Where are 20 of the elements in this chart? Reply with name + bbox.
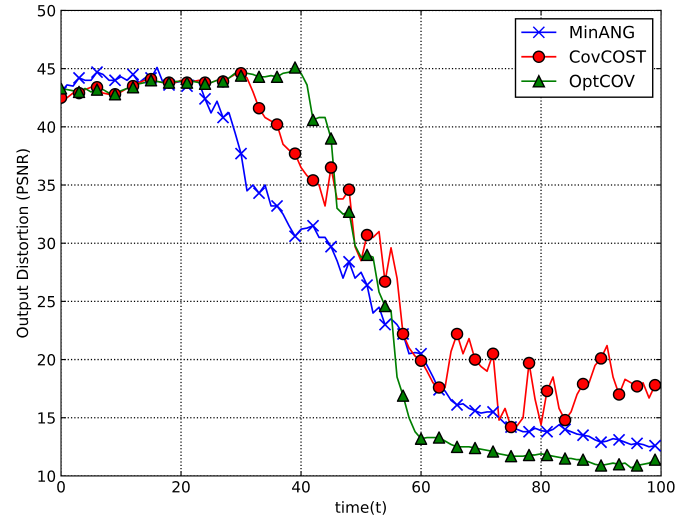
legend-label: MinANG bbox=[570, 25, 634, 38]
y-tick-label: 10 bbox=[38, 470, 56, 482]
x-tick-label: 80 bbox=[532, 481, 550, 493]
y-tick-label: 45 bbox=[37, 63, 55, 75]
y-tick-label: 50 bbox=[38, 4, 56, 16]
legend-label: OptCOV bbox=[570, 74, 635, 91]
x-tick-label: 0 bbox=[57, 481, 65, 493]
x-tick-label: 20 bbox=[172, 481, 190, 493]
x-tick-label: 100 bbox=[648, 481, 675, 493]
x-tick-label: 60 bbox=[412, 481, 430, 493]
y-tick-label: 25 bbox=[38, 296, 55, 308]
y-tick-label: 20 bbox=[38, 354, 56, 366]
y-tick-label: 15 bbox=[38, 412, 55, 424]
y-tick-label: 35 bbox=[38, 179, 55, 192]
y-tick-label: 30 bbox=[38, 238, 56, 250]
legend-label: CovCOST bbox=[570, 50, 646, 63]
x-axis-title: time(t) bbox=[335, 501, 386, 515]
y-axis-title: Output Distortion (PSNR) bbox=[16, 149, 32, 338]
x-tick-label: 40 bbox=[292, 481, 310, 493]
y-tick-label: 40 bbox=[37, 121, 56, 133]
